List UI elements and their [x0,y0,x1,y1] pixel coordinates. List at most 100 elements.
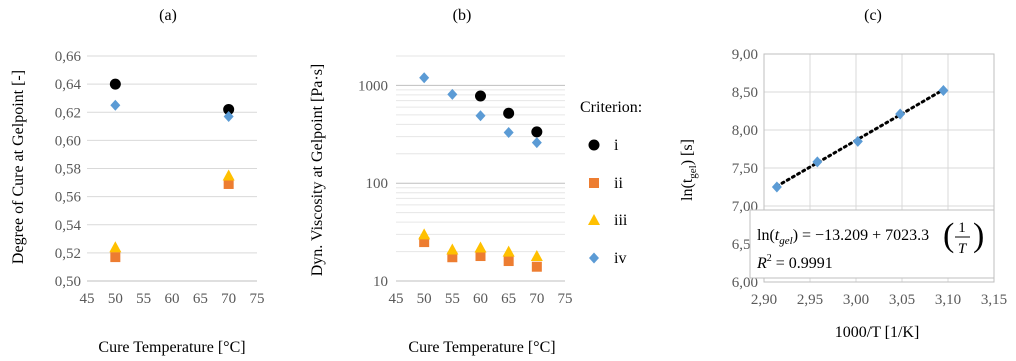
y-tick-label: 8,00 [732,123,758,139]
y-tick-label: 0,60 [55,133,81,149]
chart-c-axes [763,53,995,283]
legend-label-ii: ii [614,175,623,192]
chart-c-marks [771,84,949,193]
r-squared: R2 = 0.9991 [756,253,833,272]
data-point [895,108,906,120]
data-point [938,84,949,96]
y-tick-label: 0,62 [55,105,81,121]
equation-fraction-denominator: T [958,241,968,257]
panel-label-b: (b) [453,7,472,24]
x-tick-label: 2,95 [797,292,823,308]
data-point-iii [109,241,122,253]
y-tick-label: 100 [366,176,389,192]
data-point-i [531,126,543,138]
panel-label-a: (a) [159,7,177,24]
x-tick-label: 65 [193,291,208,307]
x-tick-label: 75 [558,291,573,307]
x-tick-label: 60 [165,291,180,307]
legend-label-iv: iv [614,250,626,267]
x-tick-label: 3,10 [935,292,961,308]
chart-a-x-ticks: 45 50 55 60 65 70 75 [80,291,265,307]
x-tick-label: 45 [80,291,95,307]
data-point-i [503,107,515,119]
y-tick-label: 1000 [358,78,388,94]
y-tick-label: 7,50 [732,161,758,177]
chart-c-x-ticks: 2,90 2,95 3,00 3,05 3,10 3,15 [751,292,1007,308]
x-tick-label: 45 [389,291,404,307]
data-point [812,156,823,168]
y-tick-label: 0,52 [55,246,81,262]
y-tick-label: 0,66 [55,49,82,65]
trendline-equation: ln(tgel) = −13.209 + 7023.3 [757,227,929,247]
legend-label-iii: iii [614,212,628,229]
chart-a: 45 50 55 60 65 70 75 0,500,520,540,560,580,600… [10,49,265,356]
data-point-iv [223,110,234,122]
data-point [771,181,782,193]
y-tick-label: 0,64 [55,77,82,93]
data-point-iv [447,88,458,100]
chart-c-trendline [775,88,945,188]
chart-c-y-axis-label: ln(tgel) [s] [679,139,699,201]
data-point-ii [447,252,458,263]
legend-title: Criterion: [580,99,642,116]
y-tick-label: 0,56 [55,190,82,206]
chart-b-marks [418,72,543,272]
data-point-iv [475,110,486,122]
plot-frame [763,53,995,283]
x-tick-label: 65 [501,291,516,307]
chart-b-y-axis-label: Dyn. Viscosity at Gelpoint [Pa·s] [309,64,326,277]
data-point-ii [110,252,121,263]
x-tick-label: 75 [250,291,265,307]
y-tick-label: 10 [373,274,388,290]
y-tick-label: 6,00 [732,275,758,291]
data-point-i [109,78,121,90]
y-tick-label: 0,58 [55,162,81,178]
x-tick-label: 60 [473,291,488,307]
x-tick-label: 3,00 [843,292,869,308]
x-tick-label: 70 [529,291,544,307]
equation-fraction-numerator: 1 [958,220,966,236]
data-point [852,135,863,147]
chart-a-y-ticks: 0,50 0,52 0,54 0,56 0,58 0,60 0,62 0,64 0,66 [55,49,82,290]
chart-b: 45 50 55 60 65 70 75 10 100 1000 Cure Temperatur… [309,55,573,356]
data-point-iii [530,250,543,262]
chart-b-x-ticks: 45 50 55 60 65 70 75 [389,291,573,307]
x-tick-label: 3,15 [981,292,1007,308]
chart-c: 2,90 2,95 3,00 3,05 3,10 3,15 6,006,507,007,5… [679,47,1007,341]
chart-a-x-axis-label: Cure Temperature [°C] [98,339,245,356]
x-tick-label: 50 [108,291,123,307]
trendline [775,88,945,188]
y-tick-label: 9,00 [732,47,758,63]
data-point-i [223,103,235,115]
x-tick-label: 2,90 [751,292,777,308]
legend-marker-iii [588,214,600,225]
chart-c-x-axis-label: 1000/T [1/K] [835,324,920,341]
x-tick-label: 50 [417,291,432,307]
data-point-iii [222,169,235,181]
legend-marker-ii [589,178,599,188]
equation-close-paren: ) [973,217,984,254]
data-point-i [475,90,486,102]
x-tick-label: 70 [221,291,236,307]
data-point-iv [419,72,430,84]
data-point-ii [223,178,234,189]
legend-marker-iv [589,252,599,264]
data-point-ii [475,251,486,262]
chart-b-y-ticks: 10 100 1000 [358,78,388,290]
data-point-iii [474,241,487,253]
trendline-equation-box: ln(tgel) = −13.209 + 7023.3 ( 1 T ) R2 =… [749,209,995,279]
x-tick-label: 55 [445,291,460,307]
legend-marker-i [588,139,600,151]
x-tick-label: 55 [136,291,151,307]
x-tick-label: 3,05 [889,292,915,308]
data-point-iv [503,127,514,139]
y-tick-label: 0,50 [55,274,81,290]
chart-b-x-axis-label: Cure Temperature [°C] [408,339,555,356]
chart-a-marks [109,78,235,263]
data-point-iv [531,137,542,149]
legend-label-i: i [614,137,619,154]
y-tick-label: 8,50 [732,85,758,101]
equation-open-paren: ( [943,217,954,254]
